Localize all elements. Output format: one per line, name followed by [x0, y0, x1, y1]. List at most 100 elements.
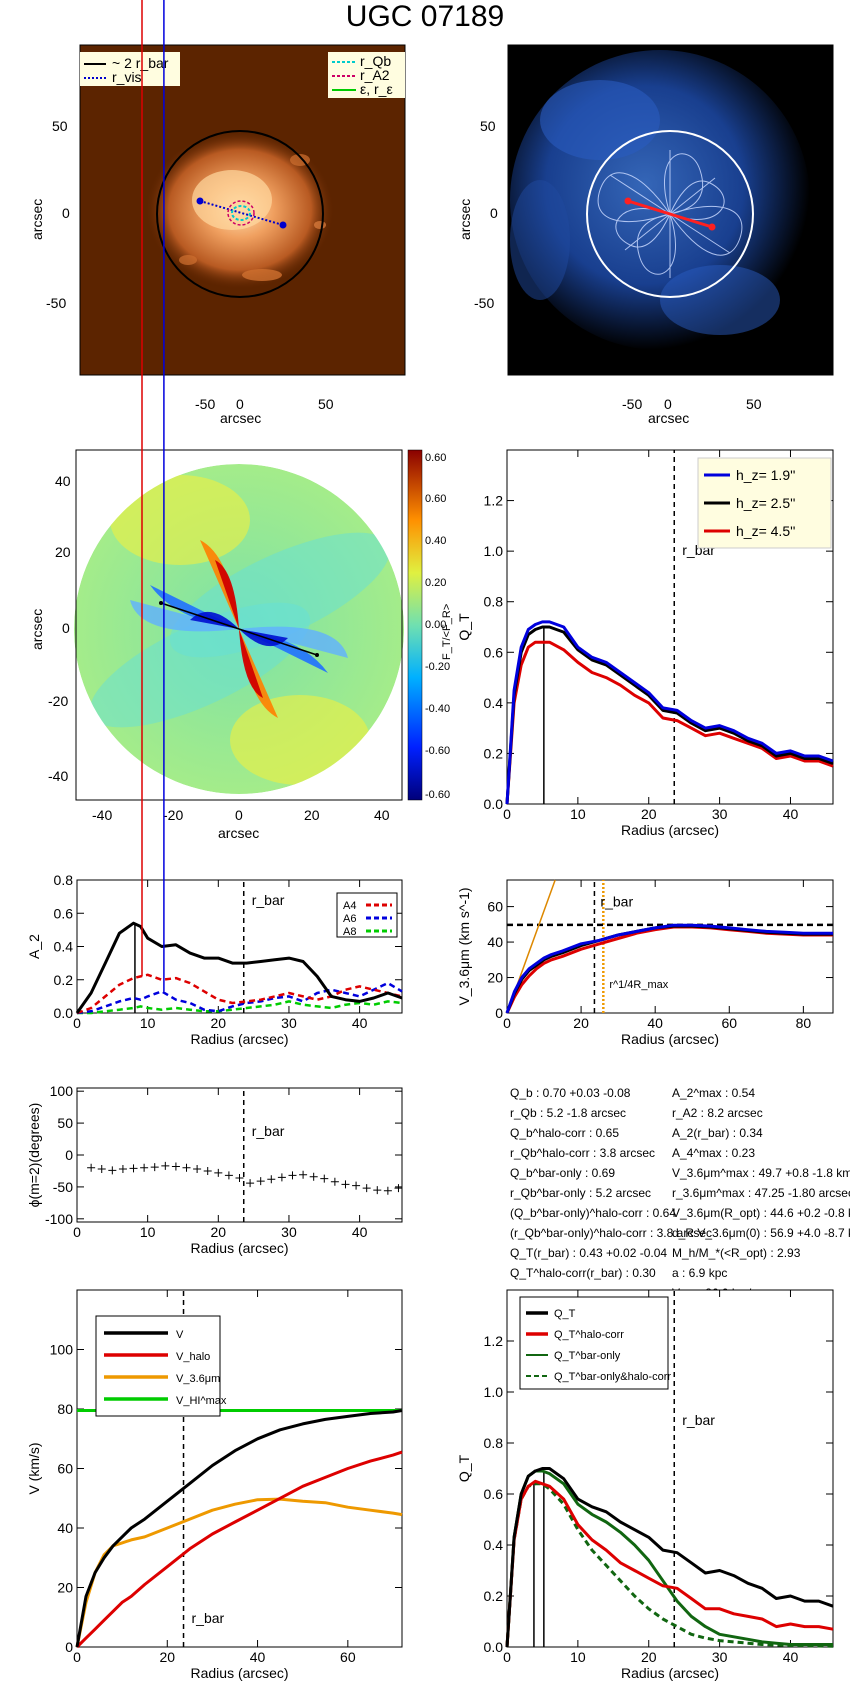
plot-panels: 0 10 20 30 40 0.0 0.2 0.4 0.6 0.8 1.0 1.2 Radius (ar…: [26, 0, 834, 1681]
parameter-line: d_R V_3.6μm(0) : 56.9 +4.0 -8.7 km/s/kpc: [672, 1226, 850, 1240]
colorbar-tick: -0.60: [425, 745, 450, 757]
y-tick-label: 0.0: [484, 1639, 504, 1655]
y-axis-label: V_3.6μm (km s^-1): [456, 887, 472, 1005]
legend: V V_halo V_3.6μm V_HI^max: [95, 1315, 227, 1417]
y-tick-label: 0.8: [54, 872, 74, 888]
x-tick-label: 30: [712, 1649, 728, 1665]
legend-item: r_A2: [360, 67, 390, 83]
phase-point: [373, 1186, 382, 1195]
legend-label: Q_T^bar-only&halo-corr: [554, 1371, 671, 1383]
legend-item: r_Qb: [360, 53, 391, 69]
legend-label: Q_T^halo-corr: [554, 1329, 624, 1341]
x-tick-label: 20: [641, 1649, 657, 1665]
parameter-line: Q_b^bar-only : 0.69: [510, 1166, 615, 1180]
y-tick-label: 0.0: [484, 796, 504, 812]
x-tick: -40: [92, 807, 112, 823]
y-tick-label: 0.6: [484, 1486, 504, 1502]
phase-point: [97, 1165, 106, 1174]
x-tick: 50: [318, 396, 334, 412]
y-tick: -20: [48, 693, 68, 709]
y-tick-label: 60: [57, 1461, 73, 1477]
y-tick-label: 0.4: [484, 1537, 504, 1553]
parameter-line: A_2^max : 0.54: [672, 1086, 755, 1100]
y-tick-label: 0.6: [484, 644, 504, 660]
parameter-line: r_A2 : 8.2 arcsec: [672, 1106, 763, 1120]
x-tick: -20: [163, 807, 183, 823]
x-tick-label: 0: [73, 1015, 81, 1031]
legend: Q_T Q_T^halo-corr Q_T^bar-only Q_T^bar-only…: [519, 1296, 671, 1390]
y-tick-label: 20: [57, 1580, 73, 1596]
y-axis-label: Q_T: [456, 1454, 472, 1482]
y-axis-label: Q_T: [456, 613, 472, 641]
x-tick: 0: [236, 396, 244, 412]
series-line: [75, 1450, 403, 1649]
x-axis-label: arcsec: [220, 410, 261, 426]
y-tick-label: 50: [57, 1115, 73, 1131]
x-axis-label: Radius (arcsec): [190, 1665, 288, 1681]
y-tick-label: -50: [53, 1179, 73, 1195]
x-tick-label: 20: [211, 1224, 227, 1240]
phase-point: [246, 1179, 255, 1188]
rbar-label: r_bar: [252, 892, 285, 908]
x-tick-label: 40: [647, 1015, 663, 1031]
y-tick-label: 0: [495, 1005, 503, 1021]
phase-point: [140, 1163, 149, 1172]
legend-left: ~ 2 r_bar r_vis: [80, 52, 180, 86]
phase-point: [394, 1184, 403, 1193]
x-tick: -50: [622, 396, 642, 412]
x-axis-label: arcsec: [218, 825, 259, 841]
legend-label: V_3.6μm: [176, 1373, 220, 1385]
x-axis-label: Radius (arcsec): [621, 1031, 719, 1047]
parameter-line: Q_T(r_bar) : 0.43 +0.02 -0.04: [510, 1246, 667, 1260]
legend-label: h_z= 2.5'': [736, 495, 795, 511]
rbar-label: r_bar: [682, 1412, 715, 1428]
colorbar-tick: -0.40: [425, 703, 450, 715]
phase-point: [193, 1165, 202, 1174]
series-line: [505, 620, 834, 805]
x-tick-label: 40: [250, 1649, 266, 1665]
y-tick-label: 0.8: [484, 1435, 504, 1451]
phase-point: [129, 1164, 138, 1173]
phase-point: [182, 1163, 191, 1172]
x-tick-label: 0: [503, 806, 511, 822]
phase-point: [256, 1177, 265, 1186]
legend-label: V_halo: [176, 1351, 210, 1363]
colorbar-label: F_T/<F_R>: [441, 604, 453, 660]
x-tick-label: 10: [570, 806, 586, 822]
parameter-line: (r_Qb^bar-only)^halo-corr : 3.8 arcsec: [510, 1226, 712, 1240]
y-tick-label: 0.4: [54, 939, 74, 955]
phase-point: [118, 1165, 127, 1174]
rmax-label: r^1/4R_max: [609, 979, 668, 991]
colorbar-tick: 0.00: [425, 619, 446, 631]
parameter-line: A_4^max : 0.23: [672, 1146, 755, 1160]
phase-point: [203, 1166, 212, 1175]
y-tick-label: 20: [487, 970, 503, 986]
parameter-line: r_Qb : 5.2 -1.8 arcsec: [510, 1106, 626, 1120]
y-tick: 50: [52, 118, 68, 134]
legend-label: h_z= 4.5'': [736, 523, 795, 539]
x-tick-label: 30: [281, 1015, 297, 1031]
phase-point: [362, 1184, 371, 1193]
legend-label: Q_T^bar-only: [554, 1350, 621, 1362]
x-tick: 50: [746, 396, 762, 412]
y-tick-label: 0.2: [54, 972, 74, 988]
y-tick-label: 1.2: [484, 1333, 504, 1349]
phase-point: [171, 1162, 180, 1171]
series-line: [76, 973, 403, 1015]
parameter-line: a : 6.9 kpc: [672, 1266, 727, 1280]
y-axis-label: arcsec: [29, 609, 45, 650]
y-tick: 0: [62, 620, 70, 636]
x-tick-label: 30: [281, 1224, 297, 1240]
x-tick-label: 20: [159, 1649, 175, 1665]
y-tick-label: 1.2: [484, 493, 504, 509]
y-axis-label: V (km/s): [26, 1442, 42, 1494]
figure-title: UGC 07189: [345, 0, 505, 33]
series-line: [505, 625, 834, 805]
y-tick: 20: [55, 544, 71, 560]
legend-item: r_vis: [112, 69, 142, 85]
plot-phase_m2: 0 10 20 30 40 -100 -50 0 50 100 Radius (arcsec) ϕ(m…: [26, 1083, 403, 1256]
series-line: [505, 1467, 834, 1648]
image-panel-orange: ~ 2 r_bar r_vis r_Qb r_A2 ε, r_ε -50 0 5…: [29, 44, 406, 426]
series-line: [75, 921, 403, 1014]
